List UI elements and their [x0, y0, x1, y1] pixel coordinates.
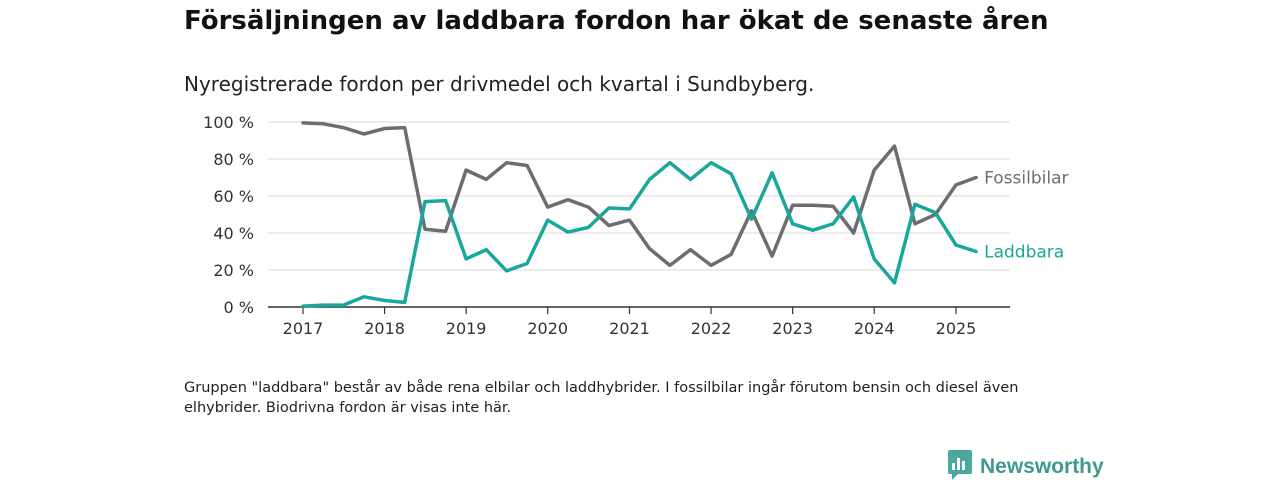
x-tick-label: 2024 — [854, 319, 895, 338]
y-tick-label: 60 % — [213, 187, 254, 206]
series-labels: Fossilbilar Laddbara — [984, 169, 1068, 263]
y-tick-label: 0 % — [224, 298, 254, 317]
x-tick-label: 2022 — [691, 319, 732, 338]
x-tick-label: 2025 — [936, 319, 977, 338]
series-lines — [301, 121, 978, 308]
x-tick-label: 2020 — [527, 319, 568, 338]
y-tick-label: 40 % — [213, 224, 254, 243]
x-tick-label: 2017 — [283, 319, 324, 338]
y-tick-label: 80 % — [213, 150, 254, 169]
x-tick-label: 2023 — [772, 319, 813, 338]
x-tick-label: 2021 — [609, 319, 650, 338]
series-line-fossilbilar — [301, 121, 978, 268]
brand-logo[interactable]: Newsworthy — [948, 450, 1104, 484]
footnote: Gruppen "laddbara" består av både rena e… — [184, 380, 1019, 416]
x-axis: 2017 2018 2019 2020 2021 2022 2023 2024 2025 — [268, 306, 1010, 338]
series-line-laddbara — [301, 160, 978, 308]
x-tick-label: 2019 — [446, 319, 487, 338]
brand-name: Newsworthy — [980, 455, 1104, 478]
y-tick-label: 100 % — [203, 113, 254, 132]
newsworthy-logo-icon — [948, 450, 972, 484]
series-label-fossilbilar: Fossilbilar — [984, 169, 1068, 189]
x-tick-label: 2018 — [364, 319, 405, 338]
chart-subtitle: Nyregistrerade fordon per drivmedel och … — [184, 72, 815, 96]
chart-title: Försäljningen av laddbara fordon har öka… — [184, 6, 1049, 36]
series-label-laddbara: Laddbara — [984, 243, 1064, 263]
y-axis: 0 % 20 % 40 % 60 % 80 % 100 % — [203, 113, 254, 317]
y-tick-label: 20 % — [213, 261, 254, 280]
